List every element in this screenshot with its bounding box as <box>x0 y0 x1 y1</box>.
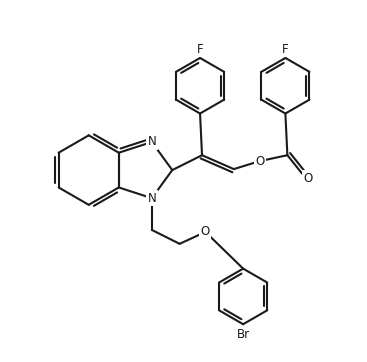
Text: F: F <box>282 42 289 55</box>
Text: O: O <box>304 172 313 185</box>
Text: N: N <box>148 135 156 148</box>
Text: O: O <box>201 226 210 239</box>
Text: O: O <box>255 155 264 168</box>
Text: N: N <box>148 192 156 205</box>
Text: F: F <box>197 42 203 55</box>
Text: Br: Br <box>237 328 250 341</box>
